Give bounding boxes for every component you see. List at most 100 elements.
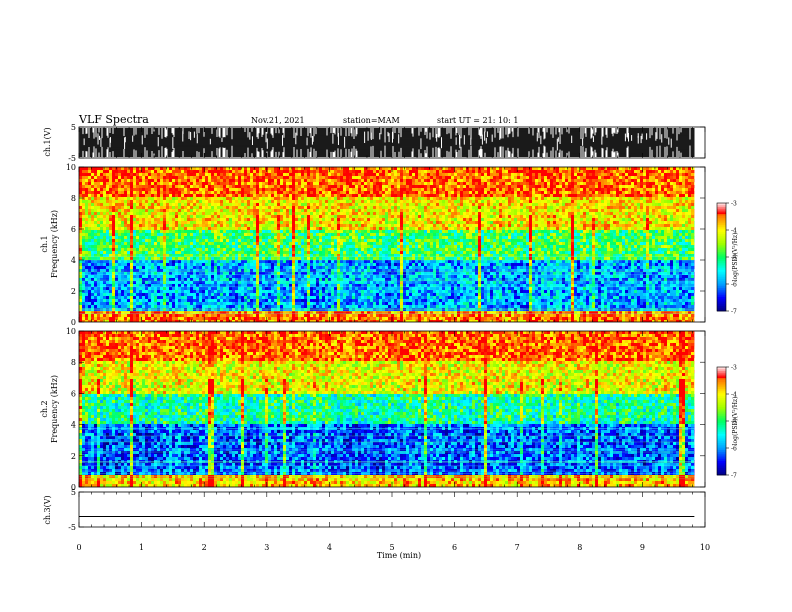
spectrogram-cell	[256, 170, 260, 174]
spectrogram-cell	[154, 302, 158, 306]
spectrogram-cell	[241, 221, 245, 225]
spectrogram-cell	[235, 215, 239, 219]
spectrogram-cell	[241, 233, 245, 237]
spectrogram-cell	[136, 257, 140, 261]
spectrogram-cell	[352, 230, 356, 234]
spectrogram-cell	[172, 245, 176, 249]
spectrogram-cell	[154, 209, 158, 213]
spectrogram-cell	[280, 290, 284, 294]
spectrogram-cell	[274, 233, 278, 237]
spectrogram-cell	[163, 314, 167, 318]
spectrogram-cell	[118, 239, 122, 243]
spectrogram-cell	[292, 185, 296, 189]
spectrogram-cell	[286, 230, 290, 234]
spectrogram-cell	[166, 302, 170, 306]
spectrogram-cell	[127, 281, 131, 285]
spectrogram-cell	[205, 260, 209, 264]
spectrogram-cell	[271, 236, 275, 240]
spectrogram-cell	[100, 239, 104, 243]
spectrogram-cell	[154, 191, 158, 195]
spectrogram-cell	[217, 215, 221, 219]
spectrogram-cell	[112, 290, 116, 294]
spectrogram-cell	[304, 239, 308, 243]
spectrogram-cell	[175, 281, 179, 285]
spectrogram-cell	[259, 254, 263, 258]
spectrogram-cell	[106, 188, 110, 192]
spectrogram-cell	[109, 170, 113, 174]
spectrogram-cell	[121, 185, 125, 189]
spectrogram-cell	[271, 179, 275, 183]
spectrogram-cell	[91, 278, 95, 282]
spectrogram-cell	[229, 197, 233, 201]
spectrogram-cell	[205, 239, 209, 243]
spectrogram-cell	[238, 311, 242, 315]
spectrogram-cell	[88, 275, 92, 279]
spectrogram-cell	[304, 257, 308, 261]
spectrogram-cell	[157, 179, 161, 183]
spectrogram-cell	[169, 242, 173, 246]
spectrogram-cell	[79, 233, 83, 237]
spectrogram-cell	[211, 269, 215, 273]
spectrogram-cell	[295, 254, 299, 258]
spectrogram-cell	[241, 263, 245, 267]
spectrogram-cell	[94, 308, 98, 312]
spectrogram-cell	[244, 254, 248, 258]
spectrogram-cell	[178, 320, 182, 322]
spectrogram-cell	[97, 317, 101, 321]
spectrogram-cell	[235, 182, 239, 186]
spectrogram-cell	[97, 239, 101, 243]
spectrogram-cell	[184, 221, 188, 225]
spectrogram-cell	[229, 293, 233, 297]
spectrogram-cell	[145, 314, 149, 318]
spectrogram-cell	[166, 281, 170, 285]
spectrogram-cell	[217, 209, 221, 213]
spectrogram-cell	[145, 224, 149, 228]
spectrogram-cell	[250, 176, 254, 180]
spectrogram-cell	[337, 281, 341, 285]
spectrogram-cell	[190, 284, 194, 288]
spectrogram-cell	[133, 233, 137, 237]
spectrogram-cell	[202, 224, 206, 228]
spectrogram-cell	[163, 170, 167, 174]
spectrogram-cell	[172, 206, 176, 210]
spectrogram-cell	[328, 284, 332, 288]
spectrogram-cell	[109, 266, 113, 270]
spectrogram-cell	[298, 233, 302, 237]
spectrogram-cell	[130, 287, 134, 291]
spectrogram-cell	[280, 173, 284, 177]
spectrogram-cell	[124, 236, 128, 240]
spectrogram-cell	[325, 215, 329, 219]
spectrogram-cell	[172, 254, 176, 258]
spectrogram-cell	[316, 212, 320, 216]
spectrogram-cell	[316, 287, 320, 291]
spectrogram-cell	[85, 245, 89, 249]
spectrogram-cell	[112, 266, 116, 270]
spectrogram-cell	[127, 188, 131, 192]
spectrogram-cell	[268, 290, 272, 294]
spectrogram-cell	[238, 215, 242, 219]
spectrogram-cell	[295, 278, 299, 282]
spectrogram-cell	[118, 230, 122, 234]
spectrogram-cell	[325, 296, 329, 300]
spectrogram-cell	[217, 266, 221, 270]
spectrogram-cell	[91, 293, 95, 297]
spectrogram-cell	[106, 173, 110, 177]
spectrogram-cell	[154, 230, 158, 234]
spectrogram-cell	[199, 218, 203, 222]
spectrogram-cell	[166, 242, 170, 246]
spectrogram-cell	[157, 314, 161, 318]
spectrogram-cell	[322, 167, 326, 171]
spectrogram-cell	[142, 227, 146, 231]
spectrogram-cell	[184, 212, 188, 216]
spectrogram-cell	[130, 248, 134, 252]
spectrogram-cell	[328, 296, 332, 300]
spectrogram-cell	[163, 209, 167, 213]
spectrogram-cell	[271, 305, 275, 309]
spectrogram-cell	[256, 317, 260, 321]
spectrogram-cell	[121, 176, 125, 180]
spectrogram-cell	[133, 284, 137, 288]
spectrogram-cell	[352, 257, 356, 261]
spectrogram-cell	[208, 284, 212, 288]
spectrogram-cell	[241, 185, 245, 189]
spectrogram-cell	[334, 245, 338, 249]
